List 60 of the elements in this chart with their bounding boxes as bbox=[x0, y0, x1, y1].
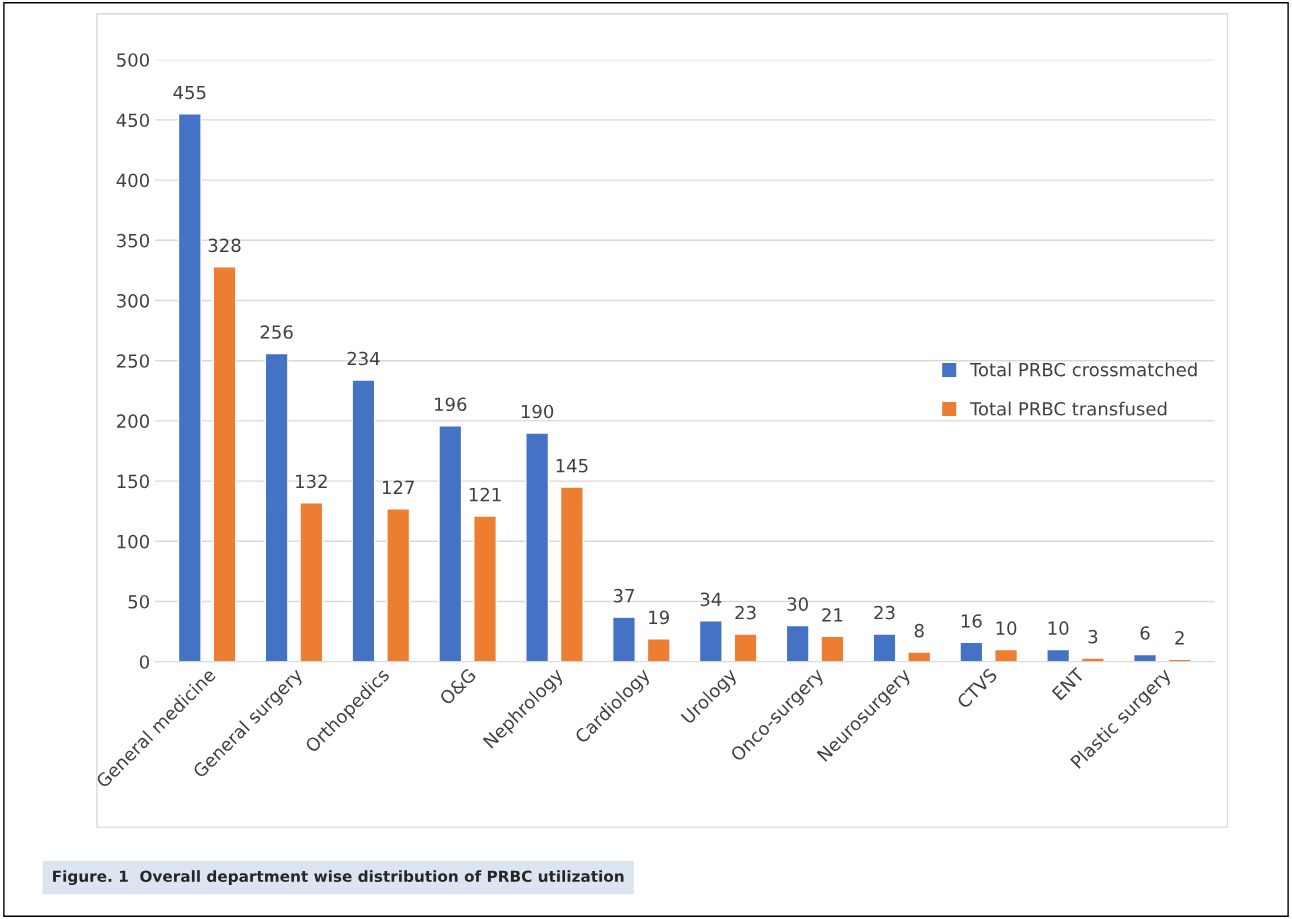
bar bbox=[994, 648, 1019, 662]
data-label: 16 bbox=[961, 614, 982, 628]
data-label: 6 bbox=[1140, 626, 1150, 640]
y-tick-label: 100 bbox=[117, 534, 149, 549]
data-label: 145 bbox=[556, 459, 588, 473]
y-tick-label: 150 bbox=[117, 474, 149, 489]
data-label: 455 bbox=[173, 85, 206, 100]
bar bbox=[351, 379, 376, 662]
data-label: 190 bbox=[521, 404, 554, 419]
bar bbox=[1080, 657, 1105, 662]
legend-label: Total PRBC transfused bbox=[969, 401, 1167, 416]
y-tick-label: 400 bbox=[116, 173, 149, 188]
bar bbox=[525, 432, 550, 662]
data-label: 21 bbox=[822, 608, 843, 622]
legend-label: Total PRBC crossmatched bbox=[969, 362, 1197, 377]
bar bbox=[872, 633, 897, 662]
data-label: 256 bbox=[260, 325, 293, 339]
bar bbox=[611, 616, 636, 662]
data-label: 127 bbox=[382, 480, 414, 494]
bar bbox=[177, 113, 202, 662]
data-label: 234 bbox=[347, 351, 380, 366]
bar bbox=[785, 624, 810, 662]
data-label: 30 bbox=[787, 597, 808, 611]
data-label: 121 bbox=[469, 487, 501, 502]
y-tick-label: 0 bbox=[139, 655, 149, 669]
data-label: 8 bbox=[914, 623, 924, 638]
y-tick-label: 50 bbox=[128, 594, 149, 609]
bar bbox=[733, 633, 758, 662]
bar bbox=[820, 635, 845, 662]
data-label: 23 bbox=[735, 605, 756, 620]
bar bbox=[646, 638, 671, 662]
y-tick-label: 200 bbox=[117, 414, 149, 429]
y-tick-label: 450 bbox=[116, 113, 149, 128]
bar bbox=[438, 425, 463, 662]
data-label: 196 bbox=[435, 397, 467, 412]
data-label: 37 bbox=[613, 588, 634, 603]
data-label: 328 bbox=[208, 238, 241, 253]
bar bbox=[559, 486, 584, 662]
data-label: 2 bbox=[1175, 631, 1184, 645]
data-label: 34 bbox=[700, 592, 722, 607]
bar bbox=[698, 620, 723, 662]
bar bbox=[264, 352, 289, 662]
data-label: 19 bbox=[649, 610, 669, 625]
y-tick-label: 300 bbox=[117, 293, 149, 308]
bar bbox=[959, 641, 984, 662]
bar bbox=[212, 266, 237, 662]
bar bbox=[299, 502, 324, 662]
data-label: 10 bbox=[996, 621, 1017, 636]
y-tick-label: 350 bbox=[117, 233, 149, 248]
y-tick-label: 250 bbox=[117, 354, 149, 368]
data-label: 132 bbox=[296, 474, 327, 489]
data-label: 3 bbox=[1088, 629, 1098, 644]
bar bbox=[386, 508, 411, 662]
bar bbox=[1046, 648, 1071, 662]
y-tick-label: 500 bbox=[117, 53, 149, 67]
data-label: 10 bbox=[1048, 621, 1069, 636]
text: Figure. 1 Overall department wise distribution of PRBC utilization bbox=[53, 870, 624, 886]
data-label: 23 bbox=[874, 605, 895, 620]
bar bbox=[907, 651, 932, 662]
bar bbox=[473, 515, 498, 662]
